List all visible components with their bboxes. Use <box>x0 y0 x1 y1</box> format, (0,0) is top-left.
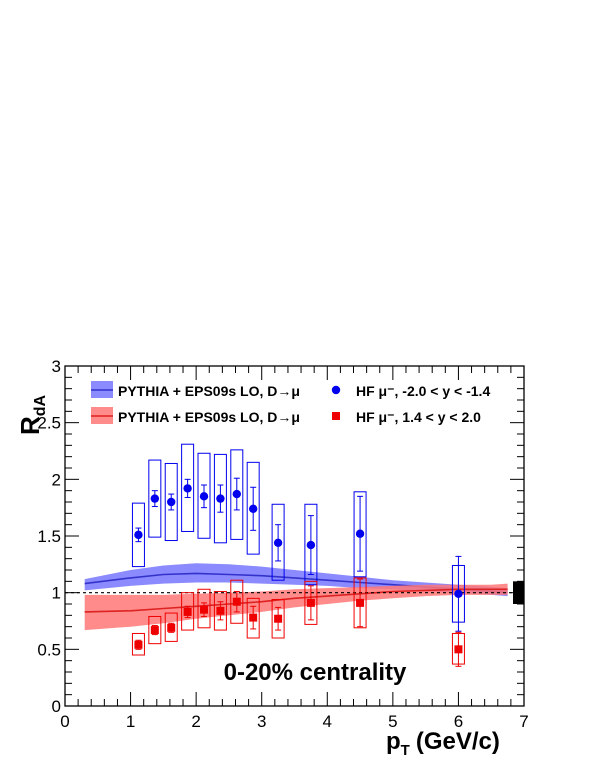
data-point-series2-3 <box>167 623 176 632</box>
legend-square-marker <box>332 412 340 420</box>
theory-band-2 <box>84 583 508 631</box>
legend-circle-marker <box>331 385 341 395</box>
legend: PYTHIA + EPS09s LO, D→μ HF μ⁻, -2.0 < y <… <box>91 381 490 425</box>
x-tick-label: 6 <box>454 712 463 731</box>
sys-box-series1-7 <box>230 449 244 540</box>
data-point-series1-4 <box>183 484 192 493</box>
x-tick-label: 3 <box>257 712 266 731</box>
data-point-series2-7 <box>232 597 241 606</box>
sys-box-series2-8 <box>246 597 260 639</box>
data-point-series2-4 <box>183 607 192 616</box>
sys-box-series2-4 <box>181 592 195 631</box>
x-tick-label: 5 <box>388 712 397 731</box>
sys-box-series1-9 <box>271 503 285 581</box>
data-point-series1-1 <box>134 530 143 540</box>
data-point-series1-12 <box>454 589 463 598</box>
x-tick-label: 2 <box>191 712 200 731</box>
y-tick-label: 2 <box>52 470 61 489</box>
x-axis-title: pT (GeV/c) <box>386 728 500 759</box>
y-axis-title-sub: dA <box>32 395 49 417</box>
y-tick-label: 0.5 <box>37 640 61 659</box>
x-axis-title-sub: T <box>401 742 410 759</box>
sys-box-series1-4 <box>181 443 195 532</box>
x-tick-label: 7 <box>519 712 528 731</box>
x-axis-title-main: p <box>386 728 401 755</box>
sys-box-series1-2 <box>148 459 162 538</box>
data-point-series2-11 <box>356 598 365 607</box>
data-point-series1-7 <box>232 489 241 499</box>
theory-bands <box>84 563 508 631</box>
sys-box-series2-7 <box>230 579 244 624</box>
data-point-series2-1 <box>134 640 143 649</box>
data-point-series2-8 <box>249 613 258 622</box>
sys-box-series1-11 <box>353 491 367 578</box>
data-point-series2-9 <box>274 614 283 623</box>
legend-label: PYTHIA + EPS09s LO, D→μ <box>118 383 300 399</box>
sys-box-series2-9 <box>271 598 285 639</box>
data-point-series1-11 <box>355 529 365 538</box>
data-point-series2-2 <box>150 626 159 635</box>
data-point-series1-5 <box>199 492 209 501</box>
sys-box-series2-1 <box>131 632 145 656</box>
x-axis-title-unit: (GeV/c) <box>416 728 500 755</box>
x-tick-label: 0 <box>60 712 69 731</box>
sys-box-series1-1 <box>131 502 145 568</box>
sys-box-series2-6 <box>213 591 227 631</box>
sys-box-series2-11 <box>353 577 367 629</box>
sys-box-series1-5 <box>197 452 211 539</box>
y-axis-title-main: R <box>15 416 45 435</box>
data-point-series2-5 <box>200 605 209 614</box>
sys-box-series2-2 <box>148 615 162 645</box>
sys-box-series1-6 <box>213 453 227 544</box>
sys-box-series1-8 <box>246 461 260 555</box>
y-tick-label: 0 <box>52 697 61 716</box>
data-point-series1-3 <box>167 497 176 507</box>
y-tick-label: 3 <box>52 357 61 376</box>
legend-label: HF μ⁻, 1.4 < y < 2.0 <box>356 409 481 425</box>
sys-box-series1-3 <box>164 462 178 542</box>
x-tick-label: 4 <box>323 712 332 731</box>
sys-box-series2-3 <box>164 612 178 642</box>
data-series <box>131 443 465 667</box>
annotation: 0-20% centrality <box>224 659 407 686</box>
legend-label: PYTHIA + EPS09s LO, D→μ <box>118 409 300 425</box>
y-tick-label: 1.5 <box>37 527 61 546</box>
y-axis-title: RdA <box>15 395 49 436</box>
sys-box-series2-5 <box>197 588 211 629</box>
x-tick-label: 1 <box>126 712 135 731</box>
data-point-series2-10 <box>306 598 315 607</box>
sys-box-series2-10 <box>304 580 318 625</box>
data-point-series2-6 <box>216 606 225 615</box>
sys-box-series1-10 <box>304 503 318 586</box>
y-tick-label: 1 <box>52 584 61 603</box>
axes-group: 0 1 2 3 4 5 6 7 0 0.5 1 1.5 2 2.5 3 <box>37 357 528 731</box>
legend-label: HF μ⁻, -2.0 < y < -1.4 <box>356 383 490 399</box>
data-point-series1-10 <box>306 540 316 550</box>
data-point-series1-8 <box>248 504 258 513</box>
data-point-series1-6 <box>216 494 225 503</box>
data-point-series1-2 <box>150 494 160 503</box>
data-point-series2-12 <box>454 645 463 654</box>
y-tick-label: 2.5 <box>37 414 61 433</box>
data-point-series1-9 <box>273 538 283 547</box>
